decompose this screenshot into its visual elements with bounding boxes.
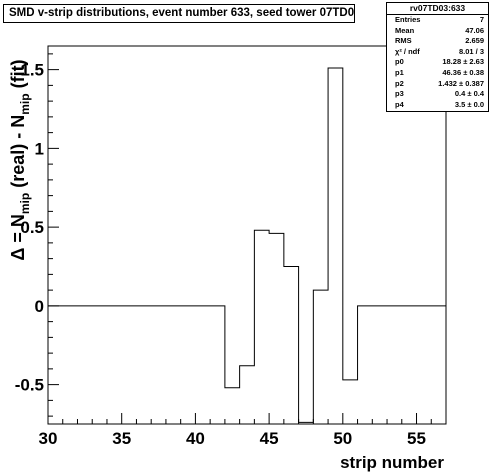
stats-value: 7 [479,15,484,24]
stats-row: p2 1.432 ± 0.387 [387,79,488,90]
x-tick-label: 40 [186,429,205,448]
chart-title: SMD v-strip distributions, event number … [3,4,355,23]
stats-row: p3 0.4 ± 0.4 [387,89,488,100]
stats-label: p1 [395,67,404,77]
stats-label: Entries [395,15,421,24]
x-axis-label: strip number [340,453,444,472]
stats-row: Mean 47.06 [387,26,488,37]
stats-value: 1.432 ± 0.387 [438,78,484,88]
plot-frame [47,45,447,425]
stats-title: rv07TD03:633 [387,3,488,15]
stats-value: 47.06 [465,25,484,35]
stats-row: χ² / ndf 8.01 / 3 [387,47,488,58]
stats-label: χ² / ndf [395,46,420,56]
axes: 30 35 40 45 50 55 -0.5 0 0.5 1 1.5 [15,53,447,448]
stats-row: p1 46.36 ± 0.38 [387,68,488,79]
stats-value: 3.5 ± 0.0 [454,99,484,109]
y-axis-label: Δ = Nmip (real) - Nmip (fit) [8,59,32,260]
stats-value: 18.28 ± 2.63 [442,57,484,67]
stats-label: Mean [395,25,415,35]
stats-row: Entries 7 [387,15,488,26]
stats-label: p4 [395,99,404,109]
stats-row: p0 18.28 ± 2.63 [387,57,488,68]
y-tick-label: 0.5 [20,218,44,237]
y-tick-label: 1 [35,139,44,158]
x-tick-label: 55 [407,429,426,448]
stats-label: p2 [395,78,404,88]
stats-rows: Entries 7 Mean 47.06 RMS 2.659 χ² / ndf 8.01 / … [387,15,488,110]
y-tick-label: 0 [35,297,44,316]
stats-value: 0.4 ± 0.4 [454,89,484,99]
stats-box: rv07TD03:633 Entries 7 Mean 47.06 RMS 2.659 χ²… [386,2,489,112]
x-tick-label: 30 [39,429,58,448]
stats-value: 46.36 ± 0.38 [442,67,484,77]
stats-row: p4 3.5 ± 0.0 [387,100,488,111]
stats-label: p3 [395,89,404,99]
stats-row: RMS 2.659 [387,36,488,47]
y-tick-label: -0.5 [15,376,44,395]
y-tick-label: 1.5 [20,61,44,80]
x-tick-label: 45 [260,429,279,448]
stats-label: p0 [395,57,404,67]
stats-value: 8.01 / 3 [458,46,484,56]
x-tick-label: 50 [333,429,352,448]
x-tick-label: 35 [112,429,131,448]
stats-label: RMS [395,36,412,46]
histogram-line [48,67,446,423]
stats-value: 2.659 [465,36,484,46]
